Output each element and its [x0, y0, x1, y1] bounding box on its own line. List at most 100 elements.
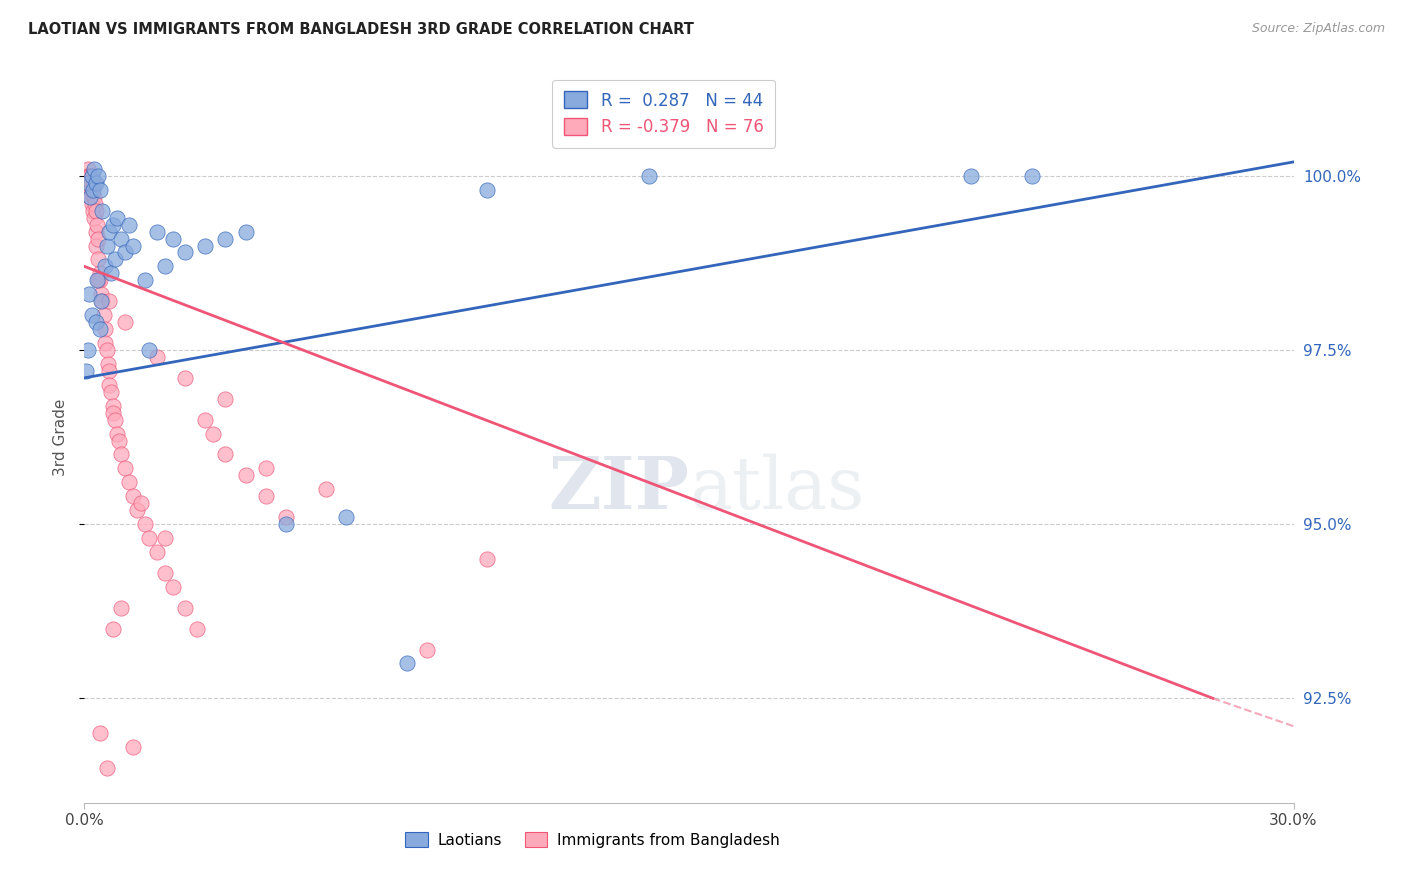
Point — [98, 377, 121, 392]
Point — [97, 364, 120, 378]
Point — [103, 406, 125, 420]
Point — [214, 231, 236, 245]
Point — [93, 260, 115, 274]
Point — [254, 489, 277, 503]
Point — [114, 461, 136, 475]
Point — [637, 169, 659, 183]
Point — [134, 273, 156, 287]
Point — [89, 266, 111, 280]
Point — [86, 176, 108, 190]
Point — [105, 426, 128, 441]
Point — [89, 726, 111, 740]
Point — [83, 211, 105, 225]
Point — [153, 531, 176, 545]
Point — [75, 183, 97, 197]
Point — [77, 176, 100, 190]
Text: LAOTIAN VS IMMIGRANTS FROM BANGLADESH 3RD GRADE CORRELATION CHART: LAOTIAN VS IMMIGRANTS FROM BANGLADESH 3R… — [28, 22, 695, 37]
Point — [118, 475, 141, 490]
Point — [91, 294, 114, 309]
Point — [335, 510, 357, 524]
Point — [235, 468, 257, 483]
Point — [174, 600, 197, 615]
Point — [416, 642, 439, 657]
Point — [1021, 169, 1043, 183]
Point — [77, 287, 100, 301]
Point — [96, 761, 118, 775]
Point — [89, 273, 111, 287]
Point — [76, 161, 98, 176]
Point — [86, 273, 108, 287]
Point — [121, 740, 143, 755]
Point — [110, 448, 132, 462]
Point — [110, 231, 132, 245]
Point — [315, 483, 337, 497]
Point — [194, 238, 217, 252]
Point — [114, 245, 136, 260]
Point — [93, 308, 115, 322]
Point — [80, 308, 103, 322]
Point — [101, 622, 124, 636]
Point — [194, 412, 217, 426]
Point — [79, 169, 101, 183]
Point — [118, 218, 141, 232]
Point — [87, 273, 110, 287]
Point — [101, 399, 124, 413]
Point — [104, 412, 127, 426]
Point — [82, 183, 104, 197]
Point — [77, 169, 100, 183]
Legend: Laotians, Immigrants from Bangladesh: Laotians, Immigrants from Bangladesh — [399, 825, 786, 854]
Point — [146, 225, 169, 239]
Point — [105, 211, 128, 225]
Point — [162, 580, 184, 594]
Point — [174, 245, 197, 260]
Point — [100, 384, 122, 399]
Point — [214, 448, 236, 462]
Point — [114, 315, 136, 329]
Point — [91, 203, 114, 218]
Point — [83, 161, 105, 176]
Point — [274, 517, 297, 532]
Point — [121, 238, 143, 252]
Point — [214, 392, 236, 406]
Point — [153, 566, 176, 580]
Point — [153, 260, 176, 274]
Point — [76, 343, 98, 357]
Point — [254, 461, 277, 475]
Point — [162, 231, 184, 245]
Point — [477, 552, 499, 566]
Point — [93, 322, 115, 336]
Point — [79, 190, 101, 204]
Point — [84, 196, 107, 211]
Point — [104, 252, 127, 267]
Point — [82, 169, 104, 183]
Point — [97, 294, 120, 309]
Point — [125, 503, 148, 517]
Point — [77, 169, 100, 183]
Point — [90, 287, 112, 301]
Point — [477, 183, 499, 197]
Point — [79, 190, 101, 204]
Text: atlas: atlas — [689, 453, 865, 524]
Point — [138, 531, 160, 545]
Text: Source: ZipAtlas.com: Source: ZipAtlas.com — [1251, 22, 1385, 36]
Point — [110, 600, 132, 615]
Point — [79, 183, 101, 197]
Point — [146, 350, 169, 364]
Point — [121, 489, 143, 503]
Point — [129, 496, 152, 510]
Point — [146, 545, 169, 559]
Point — [87, 252, 110, 267]
Point — [96, 343, 118, 357]
Point — [83, 176, 105, 190]
Point — [87, 231, 110, 245]
Point — [80, 176, 103, 190]
Point — [134, 517, 156, 532]
Point — [84, 315, 107, 329]
Point — [87, 169, 110, 183]
Point — [94, 336, 117, 351]
Point — [101, 218, 124, 232]
Point — [82, 169, 104, 183]
Point — [80, 196, 103, 211]
Point — [97, 357, 120, 371]
Point — [84, 225, 107, 239]
